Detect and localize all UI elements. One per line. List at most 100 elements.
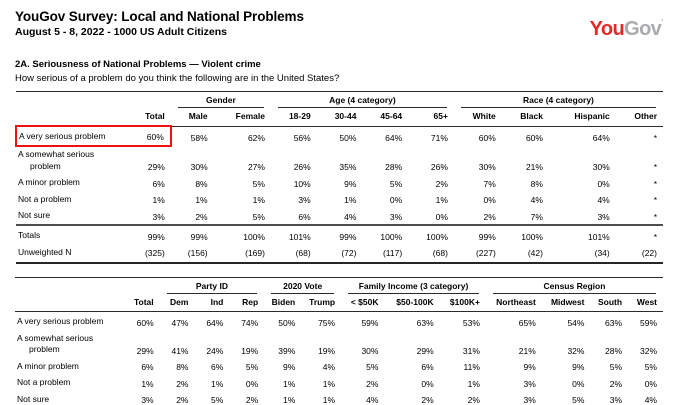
question-block: 2A. Seriousness of National Problems — V… (15, 59, 663, 84)
column-header: Hispanic (548, 108, 616, 127)
data-cell: 56% (293, 133, 311, 144)
data-cell: 29% (147, 162, 165, 173)
column-header-row: Total Male Female 18-29 30-44 45-64 65+ White Bl… (16, 108, 663, 127)
data-cell: 53% (462, 317, 480, 328)
row-label: Not sure (17, 393, 50, 404)
data-cell: 30% (592, 162, 610, 173)
yougov-logo: YouGov' (590, 18, 664, 41)
unweighted-n-cell: (72) (316, 244, 363, 265)
row-label-header-cell (15, 294, 127, 313)
totals-cell: 101% (548, 224, 616, 245)
column-header: Black (501, 108, 549, 127)
question-heading: 2A. Seriousness of National Problems — V… (15, 59, 261, 70)
column-header-row: Total Dem Ind Rep Biden Trump < $50K $50-100K $1… (15, 294, 663, 313)
data-cell: 24% (206, 345, 224, 356)
totals-cell: 101% (270, 224, 317, 245)
data-cell: 21% (525, 162, 543, 173)
data-cell: 60% (136, 317, 154, 328)
column-header: 45-64 (362, 108, 409, 127)
column-group-header: Census Region (485, 277, 663, 295)
data-cell: 4% (530, 195, 543, 206)
crosstab-table-gender-age-race: Gender Age (4 category) Race (4 category) T… (15, 91, 663, 265)
unweighted-n-cell: (325) (128, 244, 171, 265)
column-group-label: Age (4 category) (277, 95, 447, 108)
row-label: Not sure (18, 210, 51, 221)
unweighted-n-row: Unweighted N (325) (156) (169) (68) (72) (117)… (16, 244, 663, 265)
totals-cell: 99% (453, 224, 502, 245)
data-cell: 11% (463, 362, 480, 373)
data-cell: 1% (344, 195, 357, 206)
data-cell: 59% (639, 317, 657, 328)
data-cell: 0% (421, 378, 434, 389)
data-cell: 2% (421, 395, 434, 405)
column-header: Midwest (541, 294, 591, 313)
data-cell: 29% (136, 345, 154, 356)
data-cell: 28% (385, 162, 403, 173)
unweighted-n-cell: (68) (270, 244, 317, 265)
column-header: Dem (159, 294, 195, 313)
data-cell: 5% (252, 178, 265, 189)
question-text: How serious of a problem do you think th… (15, 73, 340, 84)
answer-row: Not a problem 1% 2% 1% 0% 1% 1% 2% 0% 1% 3% 0% 2% 0% (15, 375, 663, 391)
row-label: Not a problem (17, 377, 71, 388)
data-cell: 39% (278, 345, 296, 356)
data-cell: 10% (293, 178, 311, 189)
data-cell: 5% (644, 362, 657, 373)
data-cell: 1% (252, 195, 265, 206)
data-cell: 3% (152, 211, 165, 222)
column-header: Ind (194, 294, 230, 313)
data-cell: 2% (245, 395, 259, 405)
data-cell: 4% (597, 195, 610, 206)
data-cell: 60% (478, 133, 496, 144)
column-header: $100K+ (439, 294, 486, 313)
data-cell: * (653, 211, 657, 222)
document-header: YouGov Survey: Local and National Proble… (15, 9, 664, 41)
unweighted-n-cell: (227) (453, 244, 502, 265)
data-cell: 62% (247, 133, 265, 144)
data-cell: 2% (483, 211, 496, 222)
column-group-header (128, 91, 171, 108)
data-cell: 9% (344, 178, 357, 189)
data-cell: 30% (478, 162, 496, 173)
column-header: Rep (229, 294, 265, 313)
data-cell: 2% (366, 378, 379, 389)
data-cell: 5% (252, 211, 265, 222)
column-header: Female (213, 108, 271, 127)
column-group-header: 2020 Vote (264, 277, 342, 295)
survey-subtitle: August 5 - 8, 2022 - 1000 US Adult Citiz… (15, 26, 227, 38)
data-cell: 6% (152, 178, 165, 189)
data-cell: 32% (639, 345, 657, 356)
totals-cell: * (615, 224, 663, 245)
row-label: A very serious problem (17, 316, 104, 327)
row-label-header-cell (16, 91, 128, 108)
data-cell: 1% (141, 378, 154, 389)
data-cell: 19% (241, 345, 259, 356)
data-cell: 0% (572, 378, 585, 389)
data-cell: 58% (190, 133, 208, 144)
row-label-header-cell (16, 108, 128, 127)
data-cell: 1% (322, 378, 336, 389)
column-header: Trump (301, 294, 342, 313)
data-cell: 5% (389, 178, 403, 189)
column-header: West (628, 294, 663, 313)
column-header: 18-29 (270, 108, 317, 127)
data-cell: 2% (176, 395, 189, 405)
data-cell: 3% (389, 211, 403, 222)
row-label: A minor problem (18, 177, 80, 188)
column-header: Northeast (485, 294, 542, 313)
data-cell: 1% (282, 378, 296, 389)
data-cell: 60% (525, 133, 543, 144)
data-cell: 6% (298, 211, 311, 222)
row-label: A minor problem (17, 360, 79, 371)
data-cell: 8% (176, 362, 189, 373)
data-cell: 50% (339, 133, 357, 144)
answer-row: A somewhat serious problem 29% 41% 24% 19% 39… (15, 330, 663, 358)
logo-trademark-tick: ' (661, 18, 663, 29)
data-cell: 35% (339, 162, 357, 173)
data-cell: 1% (282, 395, 296, 405)
data-cell: 64% (206, 317, 224, 328)
data-cell: 7% (483, 178, 496, 189)
data-cell: 5% (366, 362, 379, 373)
highlighted-row-label: A very serious problem (15, 125, 128, 147)
answer-row: Not sure 3% 2% 5% 2% 1% 1% 4% 2% 2% 3% 5% 3% 4% (15, 391, 663, 405)
